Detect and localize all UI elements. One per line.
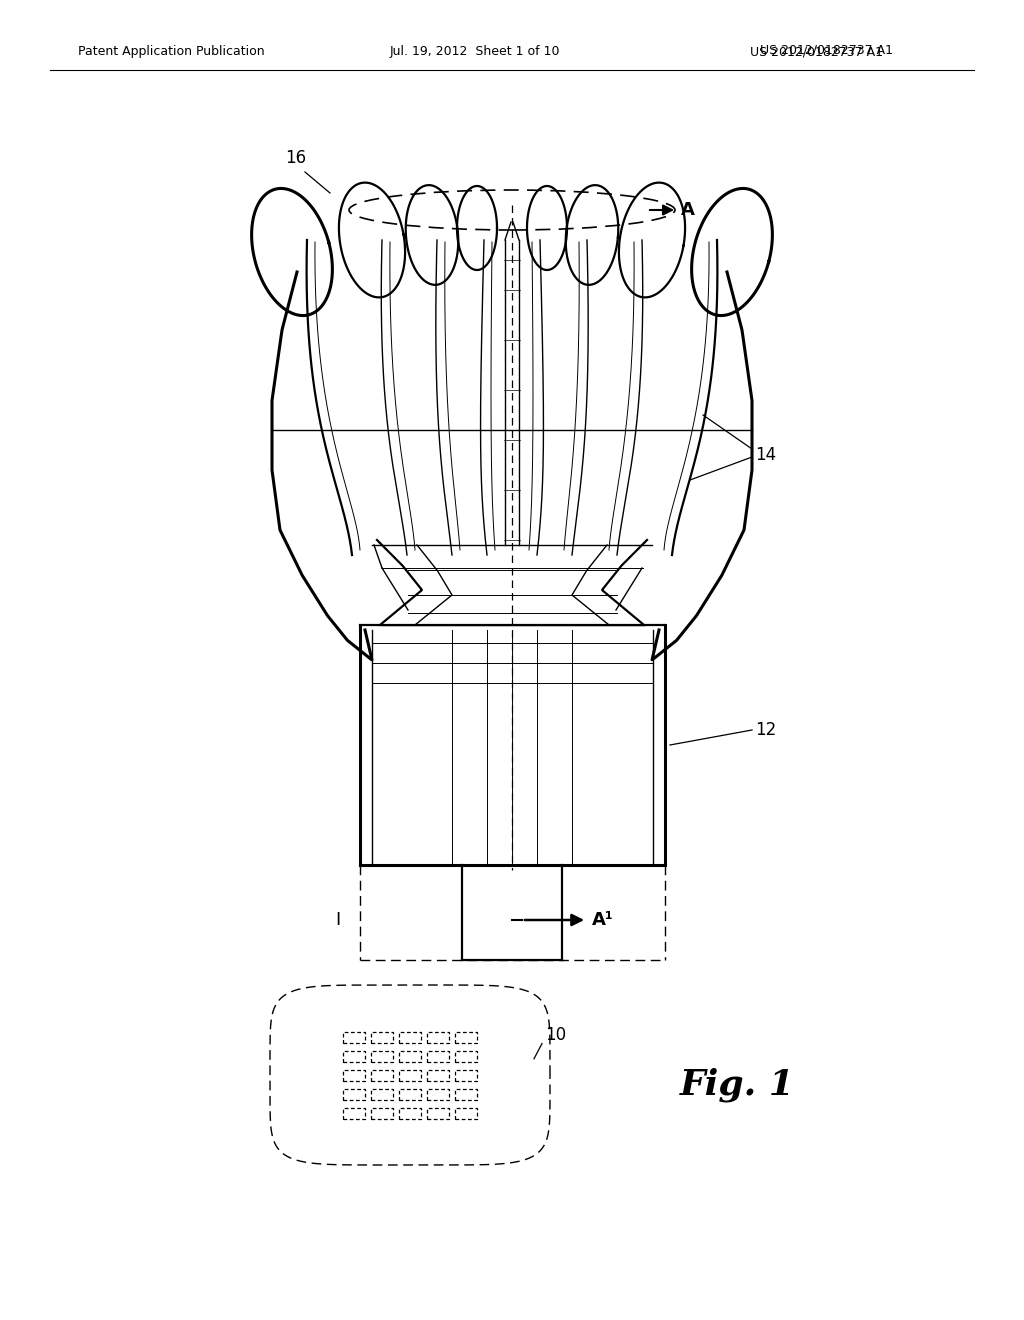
Bar <box>455 1089 477 1100</box>
Bar <box>343 1107 365 1118</box>
Bar <box>343 1031 365 1043</box>
Bar <box>399 1031 421 1043</box>
Bar <box>427 1107 449 1118</box>
Text: 12: 12 <box>755 721 776 739</box>
Bar <box>399 1107 421 1118</box>
Bar <box>371 1107 393 1118</box>
Bar <box>343 1089 365 1100</box>
Bar <box>427 1089 449 1100</box>
Bar <box>371 1089 393 1100</box>
Text: US 2012/0182737 A1: US 2012/0182737 A1 <box>760 44 893 57</box>
Bar <box>343 1051 365 1061</box>
Bar <box>427 1051 449 1061</box>
Bar <box>399 1051 421 1061</box>
Text: Fig. 1: Fig. 1 <box>680 1068 795 1102</box>
Bar <box>371 1031 393 1043</box>
Text: 14: 14 <box>755 446 776 465</box>
Bar <box>455 1069 477 1081</box>
Text: A¹: A¹ <box>592 911 613 929</box>
Text: Jul. 19, 2012  Sheet 1 of 10: Jul. 19, 2012 Sheet 1 of 10 <box>390 45 560 58</box>
Bar <box>427 1069 449 1081</box>
Text: A: A <box>681 201 695 219</box>
Text: I: I <box>335 911 340 929</box>
Text: 10: 10 <box>545 1026 566 1044</box>
Bar <box>455 1051 477 1061</box>
Text: US 2012/0182737 A1: US 2012/0182737 A1 <box>750 45 883 58</box>
Text: 16: 16 <box>285 149 306 168</box>
Bar <box>371 1069 393 1081</box>
Bar <box>427 1031 449 1043</box>
Bar <box>455 1031 477 1043</box>
Bar <box>371 1051 393 1061</box>
Bar <box>399 1069 421 1081</box>
Bar <box>343 1069 365 1081</box>
Bar <box>399 1089 421 1100</box>
Bar <box>455 1107 477 1118</box>
Text: Patent Application Publication: Patent Application Publication <box>78 45 264 58</box>
